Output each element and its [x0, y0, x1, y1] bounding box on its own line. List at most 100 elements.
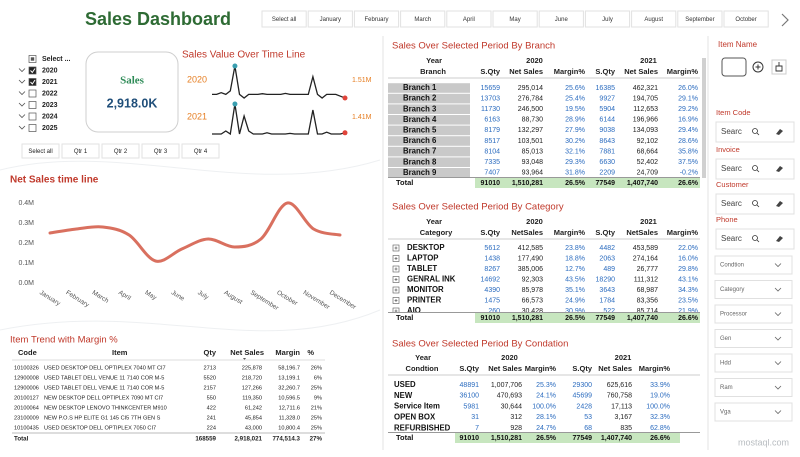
dropdown-label[interactable]: Ram	[720, 385, 733, 391]
month-label[interactable]: June	[555, 17, 569, 23]
checkbox[interactable]	[28, 89, 37, 98]
y-tick-label: 0.0M	[18, 280, 34, 287]
month-label[interactable]: August	[644, 17, 663, 23]
dropdown[interactable]	[714, 329, 793, 348]
month-button[interactable]	[261, 10, 307, 28]
month-button[interactable]	[538, 10, 584, 28]
dropdown-label[interactable]: Gen	[720, 336, 731, 342]
row-label-header: Condtion	[406, 364, 439, 373]
search-placeholder[interactable]: Searc	[721, 199, 742, 208]
dropdown-label[interactable]: Vga	[720, 410, 731, 416]
year-header: 2020	[501, 353, 518, 362]
month-button[interactable]	[584, 10, 631, 28]
year-header: 2021	[615, 353, 632, 362]
dropdown[interactable]	[714, 378, 793, 397]
row-label-box	[388, 136, 470, 146]
search-placeholder[interactable]: Searc	[721, 164, 742, 173]
quarter-button[interactable]	[181, 143, 220, 159]
quarter-button[interactable]	[21, 143, 60, 159]
quarter-button[interactable]	[101, 143, 140, 159]
month-label[interactable]: July	[602, 17, 613, 23]
table-cell: 20100127	[14, 395, 39, 401]
total-label: Total	[396, 178, 413, 187]
search-box[interactable]	[715, 121, 795, 143]
row-label: LAPTOP	[407, 254, 438, 263]
month-label[interactable]: Select all	[272, 17, 296, 23]
eraser-icon[interactable]	[776, 201, 783, 207]
clear-button[interactable]	[771, 59, 787, 75]
table-cell: 85,978	[522, 287, 544, 294]
search-placeholder[interactable]: Searc	[721, 127, 742, 136]
search-placeholder[interactable]: Searc	[721, 234, 742, 243]
dropdown[interactable]	[714, 402, 793, 422]
year-option[interactable]: 2025	[42, 125, 58, 132]
year-option[interactable]: 2021	[42, 79, 58, 86]
expand-plus	[394, 267, 398, 271]
y-tick-label: 0.2M	[18, 240, 34, 247]
dropdown[interactable]	[714, 353, 793, 373]
month-button[interactable]	[446, 10, 492, 28]
quarter-label[interactable]: Qtr 3	[154, 149, 168, 155]
search-box[interactable]	[715, 193, 795, 215]
table-cell: 18.8%	[565, 255, 585, 262]
checkbox[interactable]	[28, 78, 37, 86]
dropdown-label[interactable]: Condtion	[720, 263, 744, 269]
checkbox[interactable]	[28, 66, 37, 75]
total-cell: 168559	[195, 436, 216, 443]
quarter-label[interactable]: Qtr 1	[74, 149, 88, 155]
month-label[interactable]: January	[320, 17, 341, 23]
eraser-icon[interactable]	[776, 236, 783, 242]
table-title: Sales Over Selected Period By Branch	[392, 41, 555, 52]
quarter-label[interactable]: Select all	[28, 149, 52, 155]
month-button[interactable]	[307, 10, 353, 28]
eraser-icon[interactable]	[776, 129, 783, 135]
table-cell: 53	[584, 414, 592, 421]
quarter-button[interactable]	[61, 143, 100, 159]
year-option[interactable]: 2023	[42, 102, 58, 109]
row-label: OPEN BOX	[394, 412, 436, 421]
quarter-button[interactable]	[141, 143, 180, 159]
dropdown-label[interactable]: Category	[720, 287, 744, 293]
dropdown[interactable]	[714, 304, 793, 324]
table-cell: 23.5%	[678, 297, 698, 304]
month-button[interactable]	[631, 10, 677, 28]
quarter-label[interactable]: Qtr 4	[194, 149, 208, 155]
month-button[interactable]	[353, 10, 400, 28]
month-button[interactable]	[723, 10, 769, 28]
dropdown-label[interactable]: Processor	[720, 312, 747, 318]
row-label: Branch 7	[403, 147, 436, 156]
checkbox[interactable]	[28, 101, 37, 109]
month-label[interactable]: March	[414, 17, 431, 23]
search-box[interactable]	[715, 158, 795, 180]
year-option[interactable]: 2024	[42, 113, 58, 120]
month-button[interactable]	[677, 10, 723, 28]
quarter-label[interactable]: Qtr 2	[114, 149, 128, 155]
dropdown[interactable]	[714, 280, 793, 299]
checkbox[interactable]	[28, 124, 37, 132]
dropdown[interactable]	[714, 255, 793, 275]
month-label[interactable]: February	[364, 17, 388, 23]
month-button[interactable]	[400, 10, 446, 28]
month-button[interactable]	[492, 10, 538, 28]
column-header: Net Sales	[624, 67, 658, 76]
dropdown-label[interactable]: Hdd	[720, 361, 731, 367]
year-option[interactable]: 2020	[42, 67, 58, 74]
checkbox[interactable]	[28, 112, 37, 121]
table-cell: 625,616	[607, 382, 632, 389]
search-box[interactable]	[715, 228, 795, 250]
year-option[interactable]: 2022	[42, 90, 58, 97]
month-label[interactable]: October	[735, 17, 756, 23]
row-label: GENRAL INK	[407, 275, 456, 284]
table-cell: 93,048	[522, 159, 544, 166]
scrollbar[interactable]	[702, 58, 706, 178]
item-name-input[interactable]	[721, 57, 747, 77]
month-label[interactable]: May	[509, 17, 520, 23]
next-arrow[interactable]	[781, 13, 789, 27]
year-option[interactable]: Select ...	[42, 56, 70, 63]
month-label[interactable]: September	[685, 17, 714, 23]
month-label[interactable]: April	[463, 17, 475, 23]
eraser-icon[interactable]	[776, 166, 783, 172]
table-cell: 19.5%	[565, 106, 585, 113]
table-cell: 835	[620, 425, 632, 432]
